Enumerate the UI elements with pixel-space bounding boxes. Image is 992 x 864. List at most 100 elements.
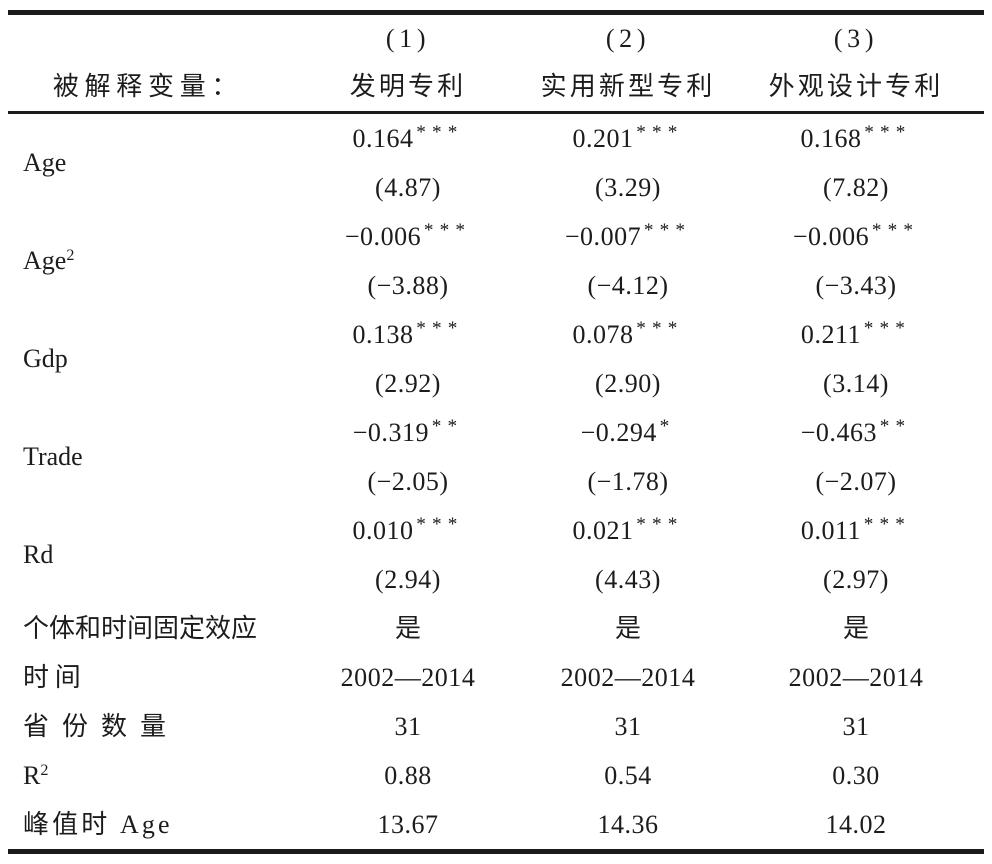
- column-name-2: 实用新型专利: [528, 62, 728, 114]
- t-stat-cell: (2.94): [375, 564, 441, 594]
- coefficient-cell: −0.294 *: [528, 408, 728, 457]
- variable-name: Age: [23, 148, 67, 177]
- peak-age-row: 峰值时 Age 13.67 14.36 14.02: [8, 800, 984, 852]
- province-count-row: 省份数量 31 31 31: [8, 702, 984, 751]
- summary-label-text: 时间: [23, 662, 87, 692]
- significance-stars: ***: [416, 318, 464, 340]
- summary-value: 2002—2014: [560, 662, 696, 692]
- t-stat-cell: (−1.78): [587, 466, 669, 496]
- dependent-variable-label: 被解释变量：: [8, 62, 288, 114]
- table-row: Age 0.164 *** 0.201 *** 0.168 ***: [8, 113, 984, 175]
- table-row: (2.94) (4.43) (2.97): [8, 555, 984, 604]
- significance-stars: ***: [636, 122, 684, 144]
- variable-label-rd: Rd: [8, 506, 288, 604]
- summary-value: 31: [614, 711, 642, 741]
- t-stat-cell: (−3.88): [367, 270, 449, 300]
- summary-value: 2002—2014: [788, 662, 924, 692]
- column-name-row: 被解释变量： 发明专利 实用新型专利 外观设计专利: [8, 62, 984, 114]
- summary-label: 省份数量: [8, 702, 288, 751]
- significance-stars: ***: [863, 318, 912, 340]
- significance-stars: ***: [643, 220, 692, 242]
- summary-value: 14.36: [597, 809, 659, 839]
- variable-exponent: 2: [66, 247, 75, 265]
- summary-value: 31: [842, 711, 870, 741]
- t-stat-cell: (−2.07): [815, 466, 897, 496]
- t-stat-cell: (4.43): [595, 564, 661, 594]
- regression-table: (1) (2) (3) 被解释变量： 发明专利 实用新型专利 外观设计专利 Ag…: [8, 10, 984, 854]
- summary-value: 13.67: [377, 809, 439, 839]
- summary-label-text: R: [23, 760, 41, 790]
- column-name-3: 外观设计专利: [728, 62, 984, 114]
- t-stat-cell: (−2.05): [367, 466, 449, 496]
- time-period-row: 时间 2002—2014 2002—2014 2002—2014: [8, 653, 984, 702]
- significance-stars: ***: [863, 514, 912, 536]
- coefficient-value: 0.201: [572, 123, 634, 153]
- variable-name: Rd: [23, 540, 54, 569]
- significance-stars: ***: [636, 318, 684, 340]
- coefficient-value: −0.294: [580, 417, 657, 447]
- summary-value: 31: [394, 711, 422, 741]
- significance-stars: ***: [416, 122, 464, 144]
- summary-label-text: 个体和时间固定效应: [23, 613, 258, 643]
- t-stat-cell: (3.14): [823, 368, 889, 398]
- coefficient-cell: −0.463 **: [728, 408, 984, 457]
- coefficient-value: 0.011: [800, 515, 862, 545]
- empty-corner-cell: [8, 13, 288, 63]
- significance-stars: ***: [864, 122, 912, 144]
- coefficient-cell: 0.211 ***: [728, 310, 984, 359]
- coefficient-value: 0.010: [352, 515, 414, 545]
- significance-stars: **: [879, 416, 912, 438]
- coefficient-cell: 0.201 ***: [528, 113, 728, 164]
- summary-label: R2: [8, 751, 288, 800]
- coefficient-cell: 0.078 ***: [528, 310, 728, 359]
- table-row: Age2 −0.006 *** −0.007 *** −0.006 ***: [8, 212, 984, 273]
- table-row: (4.87) (3.29) (7.82): [8, 163, 984, 212]
- coefficient-value: 0.078: [572, 319, 634, 349]
- summary-value: 是: [394, 613, 421, 643]
- coefficient-value: −0.006: [792, 221, 870, 251]
- significance-stars: ***: [423, 220, 472, 242]
- coefficient-cell: 0.168 ***: [728, 113, 984, 164]
- variable-name: Trade: [23, 442, 83, 471]
- summary-value: 14.02: [825, 809, 887, 839]
- summary-label-text: 省份数量: [23, 711, 180, 741]
- significance-stars: ***: [636, 514, 684, 536]
- summary-label: 峰值时 Age: [8, 800, 288, 852]
- summary-label-exponent: 2: [40, 761, 49, 779]
- variable-label-age-squared: Age2: [8, 212, 288, 310]
- coefficient-value: 0.021: [572, 515, 634, 545]
- coefficient-cell: 0.021 ***: [528, 506, 728, 555]
- column-name-1: 发明专利: [288, 62, 528, 114]
- significance-stars: ***: [871, 220, 920, 242]
- coefficient-cell: 0.010 ***: [288, 506, 528, 555]
- t-stat-cell: (−4.12): [587, 270, 669, 300]
- table-row: (−3.88) (−4.12) (−3.43): [8, 261, 984, 310]
- coefficient-cell: 0.164 ***: [288, 113, 528, 164]
- coefficient-value: −0.319: [352, 417, 430, 447]
- coefficient-value: 0.164: [352, 123, 414, 153]
- coefficient-cell: −0.007 ***: [528, 212, 728, 261]
- t-stat-cell: (4.87): [375, 172, 441, 202]
- table-row: Gdp 0.138 *** 0.078 *** 0.211 ***: [8, 310, 984, 371]
- table-row: (2.92) (2.90) (3.14): [8, 359, 984, 408]
- coefficient-value: 0.138: [352, 319, 414, 349]
- t-stat-cell: (2.90): [595, 368, 661, 398]
- summary-label-text: 峰值时 Age: [23, 809, 173, 839]
- variable-name: Age: [23, 246, 67, 275]
- coefficient-value: −0.007: [564, 221, 642, 251]
- t-stat-cell: (2.92): [375, 368, 441, 398]
- table-row: Rd 0.010 *** 0.021 *** 0.011 ***: [8, 506, 984, 567]
- significance-stars: *: [659, 416, 676, 438]
- coefficient-value: 0.168: [800, 123, 862, 153]
- t-stat-cell: (7.82): [823, 172, 889, 202]
- table-row: (−2.05) (−1.78) (−2.07): [8, 457, 984, 506]
- summary-value: 是: [842, 613, 869, 643]
- variable-label-gdp: Gdp: [8, 310, 288, 408]
- summary-value: 0.88: [384, 760, 432, 790]
- coefficient-value: −0.006: [344, 221, 422, 251]
- significance-stars: ***: [416, 514, 464, 536]
- coefficient-value: 0.211: [800, 319, 862, 349]
- variable-name: Gdp: [23, 344, 68, 373]
- column-number-1: (1): [385, 23, 431, 53]
- summary-label: 时间: [8, 653, 288, 702]
